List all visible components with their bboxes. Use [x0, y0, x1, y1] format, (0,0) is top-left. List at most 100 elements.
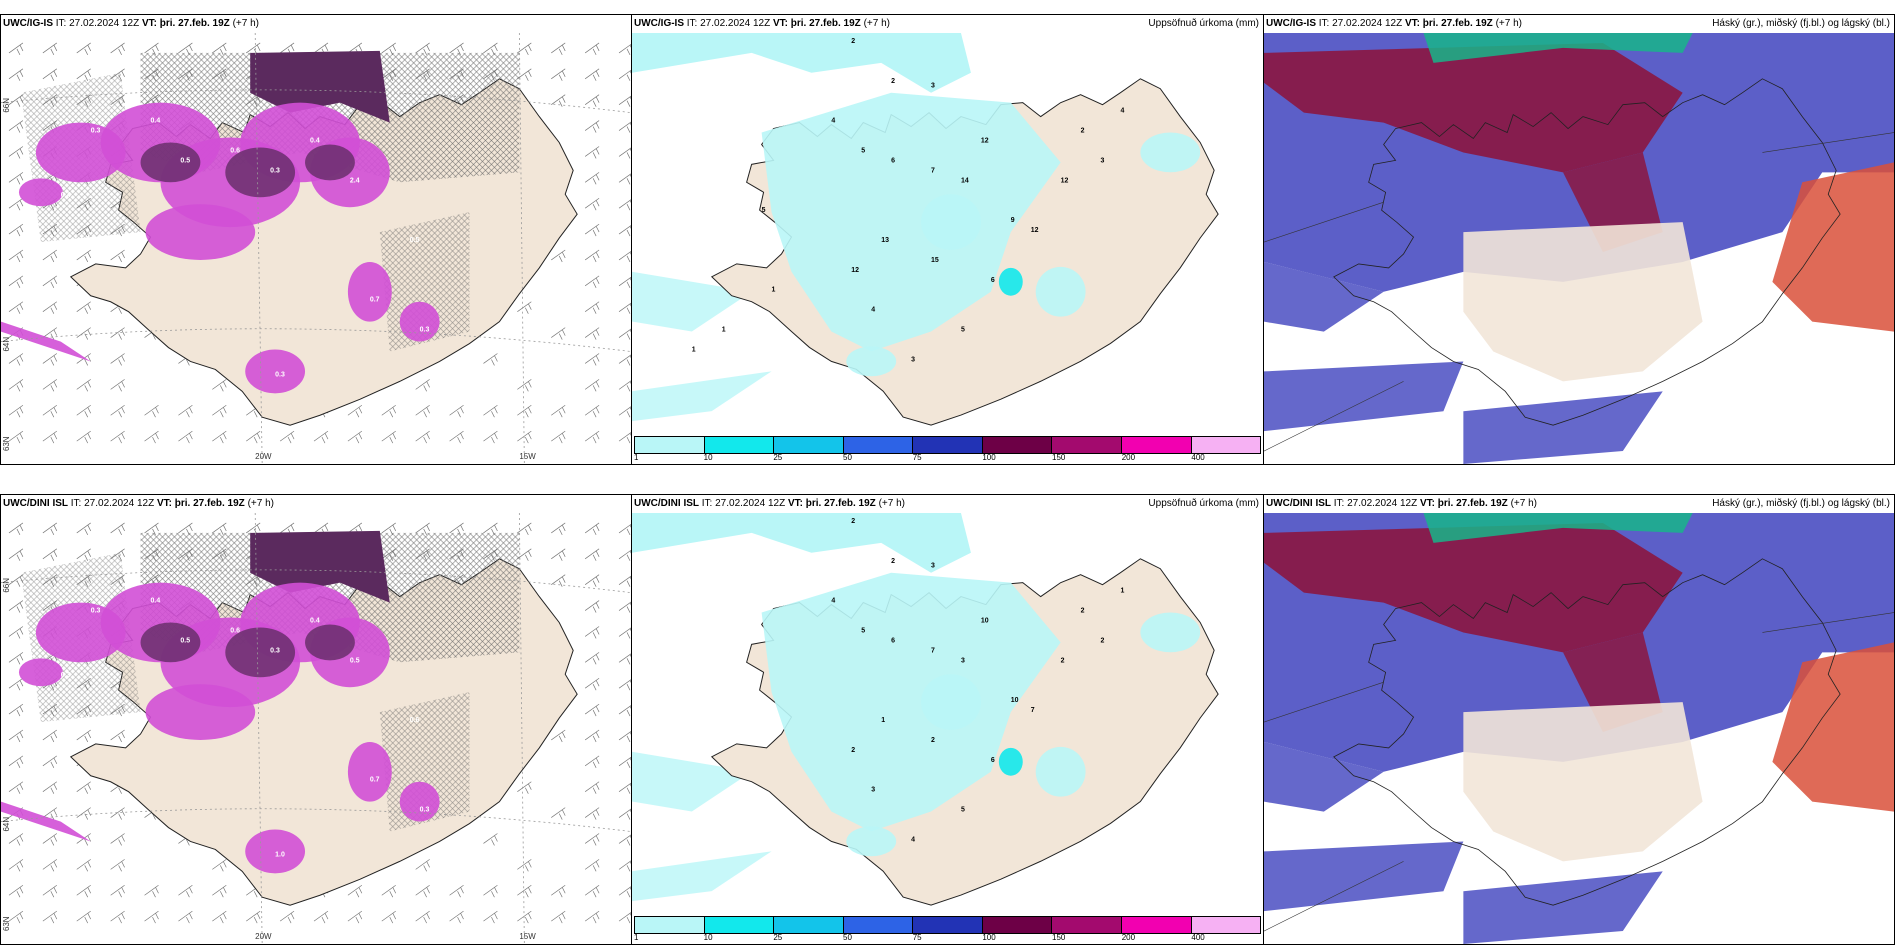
wind-barb	[381, 430, 397, 444]
wind-barb	[110, 910, 125, 924]
precip-value-label: 2	[1081, 608, 1085, 615]
snow-areas	[1, 530, 440, 874]
wind-barb	[449, 910, 464, 924]
colorbar-tick: 10	[703, 933, 713, 942]
latitude-line	[1264, 861, 1404, 932]
colorbar: 1 10 25 50 75 100 150 200 400	[632, 914, 1263, 944]
wind-barb	[8, 430, 24, 444]
wind-barb	[618, 276, 631, 288]
lon-label-20w: 20W	[255, 452, 272, 461]
map-snow: 0.3 0.4 0.5 0.6 0.3 0.4 2.4 0.5 0.7 0.3 0.3 0.4 20W 1…	[1, 33, 631, 464]
precip-value-label: 2	[851, 747, 855, 754]
wind-barb	[42, 301, 58, 314]
precip-area-sea	[632, 851, 772, 902]
precip-area	[998, 267, 1023, 296]
map-title: Uppsöfnuð úrkoma (mm)	[1148, 18, 1259, 29]
wind-barb	[551, 729, 566, 743]
wind-barb	[584, 249, 600, 263]
precip-value-label: 3	[931, 563, 935, 570]
snow-value-label: 0.3	[270, 167, 280, 174]
cloud-high-layer	[1264, 42, 1683, 173]
wind-barb	[76, 68, 92, 81]
wind-barb	[618, 199, 631, 211]
wind-barb	[76, 430, 92, 444]
colorbar-tick: 50	[843, 933, 852, 942]
wind-barb	[584, 94, 600, 107]
wind-barb	[76, 249, 92, 263]
precip-value-label: 2	[891, 78, 895, 85]
wind-barb	[618, 679, 631, 691]
wind-barb	[584, 301, 600, 314]
lat-label-63n: 63N	[2, 916, 11, 931]
map-title: Háský (gr.), miðský (fj.bl.) og lágský (…	[1712, 18, 1890, 29]
wind-barb	[517, 781, 532, 794]
cloud-high-layer	[1264, 522, 1683, 653]
cloud-red-layer	[1772, 162, 1894, 332]
panel-precip-ig: UWC/IG-IS IT: 27.02.2024 12Z VT: þri. 27…	[631, 14, 1264, 465]
wind-barb	[381, 910, 397, 924]
precip-areas	[761, 572, 1201, 857]
wind-barb	[584, 327, 600, 340]
wind-barb	[76, 404, 92, 418]
wind-barb	[618, 601, 631, 613]
wind-barb	[517, 884, 532, 898]
wind-barb	[618, 730, 631, 743]
wind-barb	[584, 574, 600, 587]
panel-header: UWC/IG-IS IT: 27.02.2024 12Z VT: þri. 27…	[3, 18, 259, 29]
precip-area	[761, 92, 1061, 352]
panel-header: UWC/DINI ISL IT: 27.02.2024 12Z VT: þri.…	[1266, 498, 1890, 509]
wind-barb	[618, 250, 631, 263]
wind-barb	[584, 146, 600, 159]
wind-barb	[212, 430, 227, 444]
wind-barb	[8, 146, 24, 159]
precip-area-sea	[632, 513, 971, 573]
wind-barb	[347, 430, 363, 444]
wind-barb	[584, 223, 600, 237]
wind-barb	[8, 677, 24, 691]
graticule	[1, 33, 631, 464]
snow-area	[1, 321, 91, 362]
snow-area	[145, 204, 256, 260]
precip-area	[921, 674, 981, 730]
snow-value-label: 0.4	[151, 118, 161, 125]
iceland-outline	[1333, 558, 1841, 906]
wind-barb	[449, 404, 464, 418]
model-name: UWC/IG-IS	[3, 18, 53, 29]
snow-value-label: 0.5	[180, 157, 190, 164]
wind-barb	[584, 884, 600, 898]
wind-barb	[110, 884, 125, 898]
precip-value-label: 7	[1031, 707, 1035, 714]
wind-barb	[8, 755, 24, 768]
model-name: UWC/DINI ISL	[3, 498, 68, 509]
wind-barb	[42, 884, 58, 898]
snow-area	[18, 658, 63, 687]
wind-barb	[483, 353, 498, 366]
precip-value-label: 6	[991, 757, 995, 764]
iceland-outline	[1333, 78, 1841, 426]
wind-barb	[8, 275, 24, 288]
wind-barb	[618, 173, 631, 185]
wind-barb	[584, 833, 600, 846]
precip-area	[1035, 266, 1086, 317]
wind-barb	[415, 379, 430, 392]
land-visible	[1463, 702, 1703, 862]
wind-barb	[76, 781, 92, 794]
wind-barb	[212, 404, 227, 418]
longitude-line	[254, 33, 263, 464]
precip-value-label: 13	[881, 237, 889, 244]
precip-area	[1035, 746, 1086, 797]
precip-value-label: 2	[851, 38, 855, 45]
wind-barb	[8, 301, 24, 314]
colorbar-tick: 100	[982, 933, 996, 942]
wind-barb	[246, 910, 261, 924]
precip-area	[846, 826, 897, 857]
precip-area	[846, 346, 897, 377]
precip-area	[1140, 132, 1201, 173]
snow-area	[399, 301, 440, 342]
wind-barb	[618, 95, 631, 107]
graticule	[1, 513, 631, 944]
snow-value-label: 2.4	[350, 177, 360, 184]
latitude-line	[1762, 132, 1894, 153]
wind-barb	[415, 430, 430, 444]
longitude-line	[254, 513, 263, 944]
